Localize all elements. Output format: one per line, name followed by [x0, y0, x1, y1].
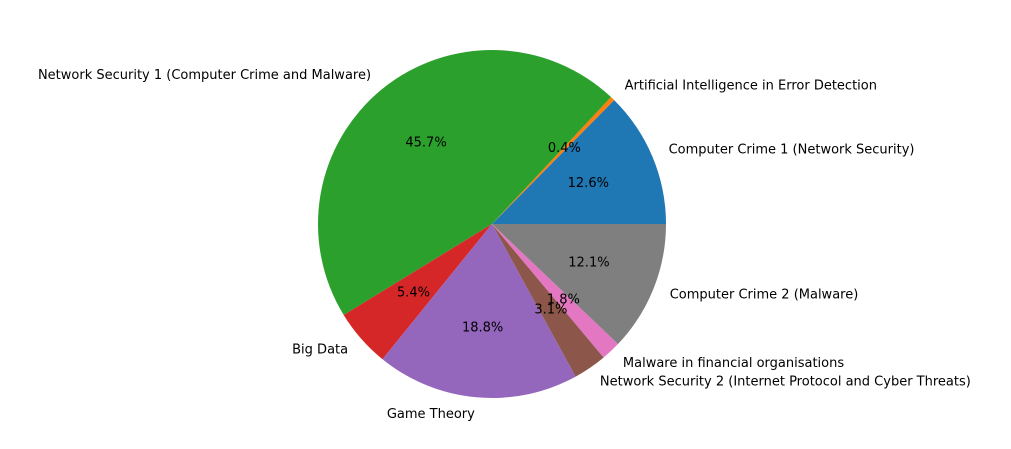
pie-percent-labels: 12.6% 0.4% 45.7% 5.4% 18.8% 3.1%1.8% 12.1%	[397, 136, 610, 336]
pie-category-label: Computer Crime 1 (Network Security)	[669, 143, 915, 158]
pie-slice-big-data	[343, 224, 492, 360]
pie-slice-game-theory	[382, 224, 576, 398]
pie-slice-network-security-1-computer-crime-and-malware	[317, 50, 612, 315]
pie-slice-computer-crime-1-network-security	[492, 100, 666, 224]
pie-category-label: Network Security 2 (Internet Protocol an…	[600, 375, 971, 390]
pie-category-label: Computer Crime 2 (Malware)	[670, 288, 859, 303]
pie-percent-label: 1.8%	[547, 293, 580, 308]
pie-percent-label: 5.4%	[397, 285, 430, 300]
pie-percent-label: 0.4%	[548, 141, 581, 156]
pie-percent-label: 12.6%	[568, 176, 609, 191]
pie-slice-network-security-2-internet-protocol-and-cyber-threats	[492, 224, 604, 377]
pie-percent-label: 12.1%	[568, 255, 609, 270]
pie-category-label: Network Security 1 (Computer Crime and M…	[38, 68, 371, 83]
pie-category-label: Artificial Intelligence in Error Detecti…	[625, 79, 877, 94]
pie-slice-malware-in-financial-organisations	[492, 224, 618, 358]
pie-slice-computer-crime-2-malware	[492, 224, 666, 345]
pie-category-label: Big Data	[292, 343, 348, 358]
pie-category-labels: Computer Crime 1 (Network Security) Artif…	[38, 68, 971, 422]
pie-slices	[317, 50, 666, 398]
pie-percent-label: 45.7%	[405, 136, 446, 151]
pie-category-label: Malware in financial organisations	[623, 356, 844, 371]
pie-percent-label: 18.8%	[462, 320, 503, 335]
pie-percent-label: 3.1%	[534, 303, 567, 318]
pie-category-label: Game Theory	[387, 407, 475, 422]
pie-slice-artificial-intelligence-in-error-detection	[492, 97, 615, 224]
